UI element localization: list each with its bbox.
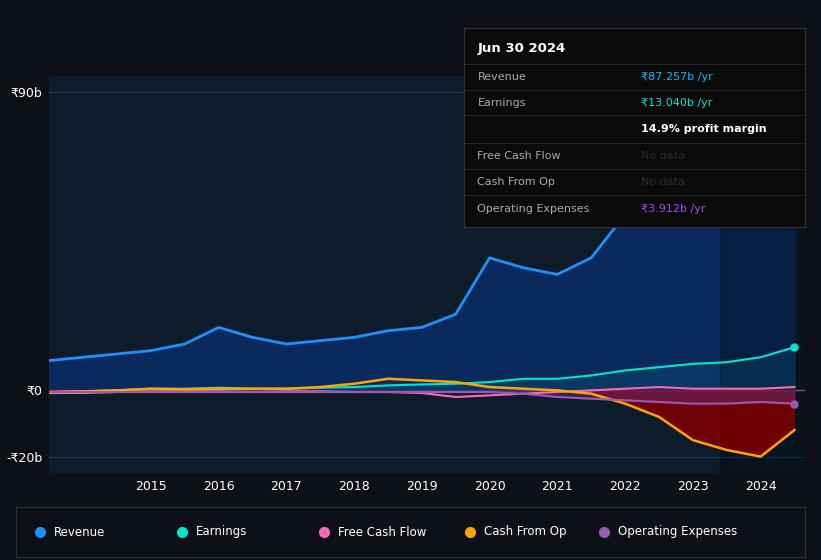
- Text: Revenue: Revenue: [478, 72, 526, 82]
- Text: Cash From Op: Cash From Op: [478, 177, 555, 187]
- Text: No data: No data: [641, 177, 685, 187]
- Text: ₹87.257b /yr: ₹87.257b /yr: [641, 72, 713, 82]
- Text: Operating Expenses: Operating Expenses: [617, 525, 737, 539]
- Text: Free Cash Flow: Free Cash Flow: [338, 525, 426, 539]
- Bar: [720, 76, 805, 473]
- Text: No data: No data: [641, 151, 685, 161]
- Text: 14.9% profit margin: 14.9% profit margin: [641, 124, 767, 134]
- Text: Cash From Op: Cash From Op: [484, 525, 566, 539]
- Text: ₹3.912b /yr: ₹3.912b /yr: [641, 204, 705, 214]
- Text: Jun 30 2024: Jun 30 2024: [478, 42, 566, 55]
- Text: Earnings: Earnings: [196, 525, 247, 539]
- Text: ₹13.040b /yr: ₹13.040b /yr: [641, 97, 713, 108]
- Text: Earnings: Earnings: [478, 97, 526, 108]
- Text: Free Cash Flow: Free Cash Flow: [478, 151, 561, 161]
- Text: Operating Expenses: Operating Expenses: [478, 204, 589, 214]
- Text: Revenue: Revenue: [54, 525, 106, 539]
